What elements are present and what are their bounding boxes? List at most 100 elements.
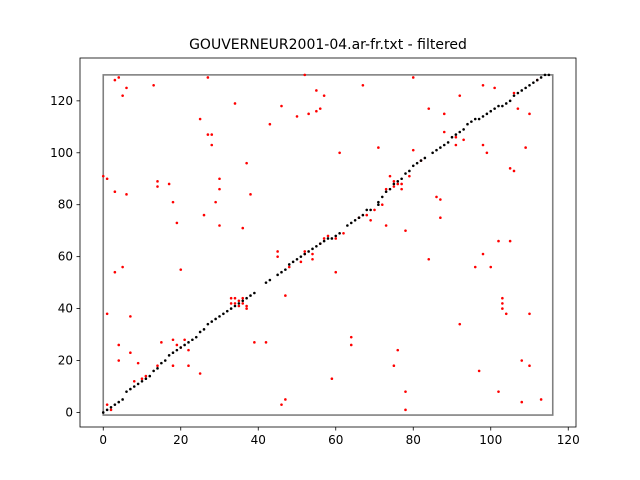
point-red bbox=[156, 185, 159, 188]
point-black bbox=[132, 385, 136, 388]
point-red bbox=[322, 94, 326, 97]
point-red bbox=[156, 180, 159, 183]
point-red bbox=[268, 122, 272, 126]
point-black bbox=[191, 338, 194, 342]
point-black bbox=[276, 273, 279, 277]
point-red bbox=[218, 224, 221, 227]
point-black bbox=[396, 180, 400, 183]
point-red bbox=[427, 257, 431, 261]
point-red bbox=[117, 343, 121, 347]
point-black bbox=[470, 120, 473, 123]
point-black bbox=[334, 234, 338, 238]
point-red bbox=[388, 174, 392, 178]
point-black bbox=[210, 320, 214, 323]
point-black bbox=[330, 237, 334, 240]
point-red bbox=[210, 133, 214, 136]
point-red bbox=[404, 390, 407, 393]
point-black bbox=[125, 390, 128, 393]
point-red bbox=[241, 302, 245, 305]
point-black bbox=[462, 128, 465, 131]
point-black bbox=[287, 263, 291, 266]
point-red bbox=[334, 237, 338, 240]
point-red bbox=[326, 234, 330, 238]
point-black bbox=[299, 255, 303, 258]
point-black bbox=[493, 107, 496, 110]
x-tick-label: 120 bbox=[557, 433, 580, 447]
point-red bbox=[493, 86, 496, 90]
point-black bbox=[241, 299, 245, 303]
point-black bbox=[543, 73, 547, 77]
point-red bbox=[384, 224, 388, 227]
point-red bbox=[303, 73, 307, 77]
point-black bbox=[415, 161, 419, 165]
point-black bbox=[206, 322, 210, 326]
point-red bbox=[175, 343, 179, 347]
point-red bbox=[501, 307, 504, 310]
point-black bbox=[450, 135, 454, 139]
point-red bbox=[113, 78, 117, 82]
point-black bbox=[183, 343, 186, 347]
point-red bbox=[392, 180, 396, 183]
point-red bbox=[481, 83, 485, 87]
point-red bbox=[508, 239, 512, 243]
point-red bbox=[121, 265, 124, 269]
point-red bbox=[229, 302, 233, 305]
point-red bbox=[105, 312, 109, 316]
point-red bbox=[287, 265, 291, 269]
x-tick-label: 40 bbox=[251, 433, 266, 447]
point-black bbox=[349, 221, 353, 225]
point-red bbox=[342, 231, 345, 235]
point-black bbox=[179, 346, 183, 349]
point-black bbox=[144, 377, 148, 381]
y-tick-label: 120 bbox=[50, 94, 73, 108]
point-black bbox=[280, 270, 283, 274]
point-black bbox=[400, 177, 403, 181]
point-black bbox=[175, 348, 179, 352]
point-red bbox=[524, 146, 527, 149]
point-black bbox=[117, 400, 121, 404]
point-red bbox=[187, 364, 190, 368]
point-red bbox=[241, 226, 245, 230]
point-red bbox=[315, 109, 318, 113]
y-tick-label: 100 bbox=[50, 146, 73, 160]
point-black bbox=[528, 83, 531, 87]
point-red bbox=[520, 359, 524, 362]
point-red bbox=[210, 143, 214, 147]
point-black bbox=[380, 195, 384, 199]
point-black bbox=[167, 354, 171, 357]
point-black bbox=[303, 252, 307, 256]
point-black bbox=[222, 312, 225, 316]
point-black bbox=[377, 203, 380, 207]
point-black bbox=[346, 224, 349, 227]
y-tick-label: 40 bbox=[58, 302, 73, 316]
point-red bbox=[264, 341, 268, 344]
point-red bbox=[411, 76, 415, 79]
point-black bbox=[268, 278, 272, 282]
point-black bbox=[404, 172, 407, 175]
point-black bbox=[532, 81, 535, 84]
point-black bbox=[353, 218, 357, 222]
point-black bbox=[539, 76, 543, 79]
point-red bbox=[408, 174, 411, 178]
point-black bbox=[431, 151, 434, 155]
point-black bbox=[264, 281, 268, 284]
point-red bbox=[454, 135, 458, 139]
point-red bbox=[233, 296, 237, 300]
point-red bbox=[245, 307, 248, 310]
point-black bbox=[477, 117, 481, 121]
point-red bbox=[276, 250, 279, 253]
point-red bbox=[315, 89, 318, 92]
point-red bbox=[117, 76, 121, 79]
point-red bbox=[129, 315, 132, 318]
point-red bbox=[101, 174, 105, 178]
point-red bbox=[307, 112, 310, 116]
point-black bbox=[516, 91, 520, 95]
point-red bbox=[233, 102, 237, 105]
point-red bbox=[237, 304, 241, 308]
x-tick-label: 0 bbox=[99, 433, 107, 447]
point-red bbox=[125, 86, 128, 90]
point-black bbox=[113, 403, 117, 406]
point-red bbox=[318, 107, 322, 110]
point-red bbox=[129, 351, 132, 355]
